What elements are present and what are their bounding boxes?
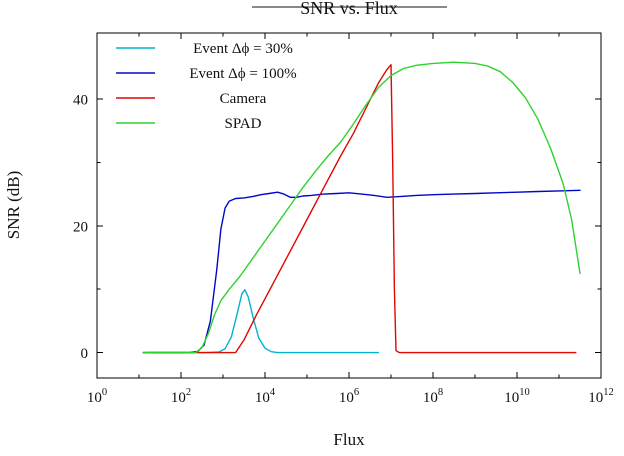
legend-label: Event Δϕ = 30% [193, 41, 293, 57]
x-tick-label: 1010 [504, 387, 530, 406]
legend-label: SPAD [225, 116, 262, 132]
series-line-event-30 [142, 289, 380, 354]
x-tick-label: 1012 [588, 387, 614, 406]
x-tick-label: 102 [171, 387, 191, 406]
x-axis-label: Flux [333, 430, 365, 449]
ticks-layer [96, 33, 602, 378]
y-tick-label: 0 [81, 346, 89, 362]
axis-box [96, 32, 602, 379]
series-line-camera [146, 63, 577, 354]
legend-entry-camera: Camera [116, 91, 267, 107]
x-tick-label: 106 [339, 387, 359, 406]
y-tick-label: 20 [73, 219, 88, 235]
y-tick-label: 40 [73, 92, 88, 108]
legend: Event Δϕ = 30% Event Δϕ = 100% Camera SPAD [116, 41, 297, 132]
tick-labels-layer: 100 102 104 106 108 1010 1012 0 20 40 [73, 92, 614, 406]
series-line-spad [142, 61, 581, 354]
series-line-event-100 [142, 189, 581, 354]
x-tick-label: 108 [423, 387, 443, 406]
x-tick-label: 100 [87, 387, 107, 406]
legend-label: Camera [220, 91, 267, 107]
series-layer [142, 61, 581, 354]
legend-label: Event Δϕ = 100% [189, 66, 296, 82]
plot-area: 100 102 104 106 108 1010 1012 0 20 40 Event Δϕ = 3… [73, 32, 614, 406]
legend-entry-event-100: Event Δϕ = 100% [116, 66, 297, 82]
x-tick-label: 104 [255, 387, 276, 406]
legend-entry-event-30: Event Δϕ = 30% [116, 41, 293, 57]
y-axis-label: SNR (dB) [4, 171, 23, 239]
legend-entry-spad: SPAD [116, 116, 262, 132]
chart-title: SNR vs. Flux [300, 0, 398, 18]
